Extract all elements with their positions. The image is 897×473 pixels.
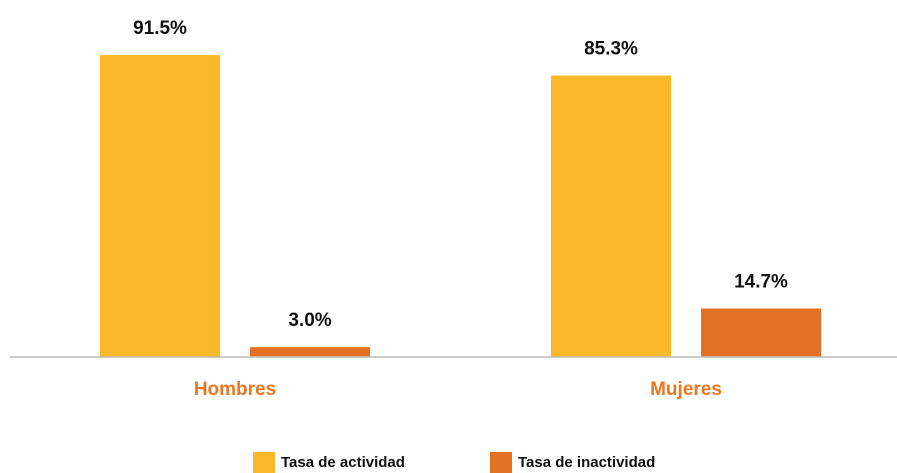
data-label: 85.3% (584, 39, 638, 60)
data-label: 3.0% (288, 310, 331, 331)
bar (100, 55, 220, 358)
bar (250, 347, 370, 357)
legend-label: Tasa de inactividad (518, 454, 655, 471)
category-label: Mujeres (650, 379, 722, 400)
legend-label: Tasa de actividad (281, 454, 405, 471)
bar (551, 75, 671, 357)
legend-swatch (490, 452, 512, 473)
category-label: Hombres (194, 379, 276, 400)
legend-swatch (253, 452, 275, 473)
data-label: 14.7% (734, 272, 788, 293)
bar (701, 308, 821, 357)
data-label: 91.5% (133, 18, 187, 39)
